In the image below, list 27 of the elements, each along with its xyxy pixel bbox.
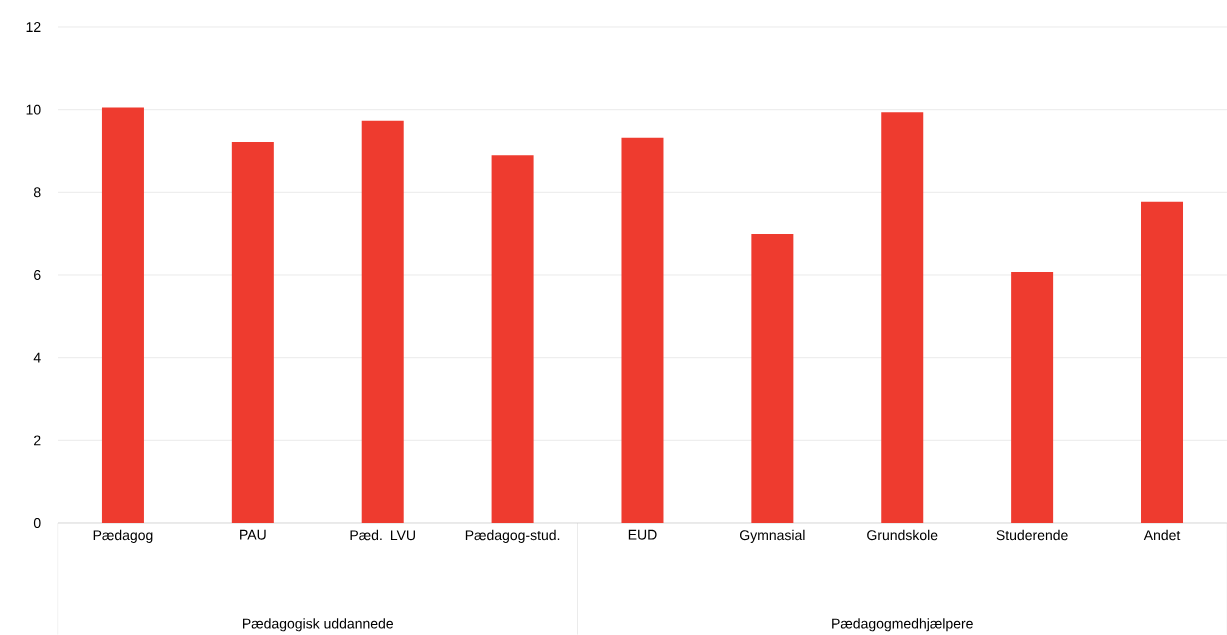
bar <box>491 155 534 523</box>
x-tick-label: Studerende <box>996 529 1068 541</box>
y-tick-label: 0 <box>33 518 41 528</box>
bar <box>101 107 144 523</box>
bar <box>751 234 794 523</box>
bar <box>231 141 274 523</box>
x-tick-label: PAU <box>240 529 266 540</box>
bar <box>361 120 404 523</box>
bar <box>1141 201 1184 523</box>
y-tick-label: 2 <box>34 435 41 446</box>
bar <box>881 112 924 523</box>
text: Pædagogisk uddannede <box>243 618 393 632</box>
y-tick-label: 8 <box>33 187 41 198</box>
x-tick-label: Grundskole <box>867 529 938 541</box>
x-tick-label: Pædagog <box>93 529 153 543</box>
y-tick-label: 4 <box>33 352 41 363</box>
x-tick-label: Pæd. LVU <box>350 529 415 541</box>
x-tick-label: Pædagog-stud. <box>465 529 560 543</box>
x-tick-label: Gymnasial <box>740 529 805 543</box>
x-tick-label: EUD <box>628 529 657 540</box>
bar <box>621 137 664 523</box>
x-tick-label: Andet <box>1143 529 1181 541</box>
text: Pædagogmedhjælpere <box>832 618 973 632</box>
y-tick-label: 10 <box>26 104 41 115</box>
y-tick-label: 12 <box>26 22 41 32</box>
bar <box>1011 272 1054 523</box>
y-tick-label: 6 <box>34 270 41 280</box>
